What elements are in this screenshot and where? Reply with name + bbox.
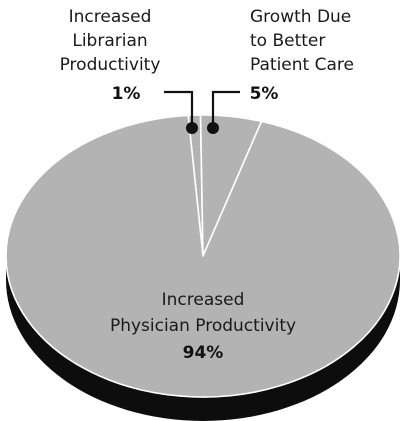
label-growth-line1: Growth Due <box>250 7 351 27</box>
label-growth-line2: to Better <box>250 31 325 51</box>
label-physician-line2: Physician Productivity <box>110 316 296 336</box>
pie-slice-3 <box>5 114 400 398</box>
label-librarian-line1: Increased <box>69 7 152 27</box>
label-librarian-line3: Productivity <box>60 55 161 75</box>
leader-lines <box>164 90 240 134</box>
leader-dot-librarian <box>186 122 198 134</box>
label-librarian-line2: Librarian <box>72 31 147 51</box>
leader-dot-growth <box>207 122 219 134</box>
pie-slices <box>5 114 400 398</box>
label-growth-line3: Patient Care <box>250 55 354 75</box>
leader-line-growth <box>211 90 240 127</box>
label-physician-line1: Increased <box>162 290 245 310</box>
leader-line-librarian <box>164 90 194 127</box>
label-physician-percent: 94% <box>183 343 224 363</box>
label-librarian-percent: 1% <box>112 84 141 104</box>
label-growth-percent: 5% <box>250 84 279 104</box>
